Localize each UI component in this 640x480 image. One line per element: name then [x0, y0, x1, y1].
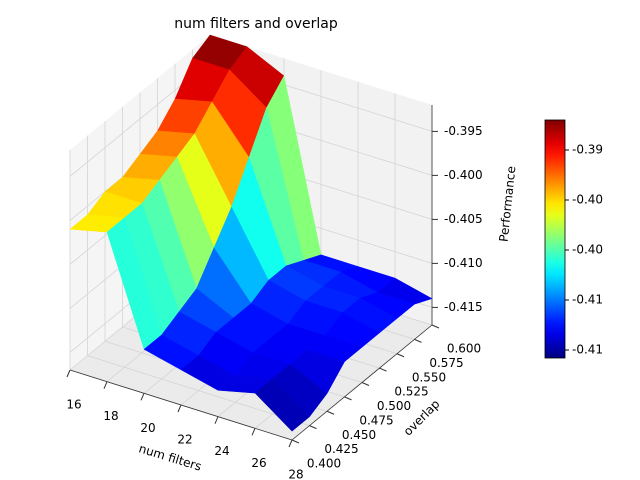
- y-tick: [361, 382, 370, 386]
- x-tick: [103, 381, 108, 389]
- x-tick: [66, 369, 71, 378]
- colorbar-tick-label: -0.41: [572, 293, 603, 307]
- y-tick-label: 0.425: [324, 442, 358, 456]
- z-tick-label: -0.415: [444, 300, 483, 314]
- y-axis-line: [291, 324, 433, 441]
- colorbar: [544, 119, 566, 359]
- y-tick: [414, 338, 422, 343]
- x-tick-label: 26: [251, 456, 266, 470]
- y-tick: [344, 396, 352, 401]
- x-tick-label: 18: [103, 409, 118, 423]
- y-grid-line: [87, 355, 310, 427]
- x-tick: [177, 404, 182, 413]
- z-tick-label: -0.405: [444, 212, 483, 226]
- z-axis-label: Performance: [497, 165, 519, 242]
- surface-patch: [254, 378, 310, 432]
- y-tick-label: 0.400: [307, 457, 341, 471]
- y-tick-label: 0.475: [359, 413, 393, 427]
- y-tick-label: 0.450: [342, 428, 376, 442]
- y-tick: [431, 324, 440, 329]
- z-tick-label: -0.395: [444, 124, 483, 138]
- z-tick-label: -0.410: [444, 256, 483, 270]
- y-tick: [379, 367, 387, 372]
- chart-title: num filters and overlap: [174, 16, 338, 32]
- x-tick: [288, 439, 293, 448]
- x-tick-label: 16: [66, 398, 81, 412]
- x-tick: [140, 393, 145, 401]
- y-tick-label: 0.500: [377, 399, 411, 413]
- x-tick: [214, 416, 219, 424]
- y-tick-label: 0.525: [394, 385, 428, 399]
- y-tick: [326, 410, 335, 415]
- x-tick: [251, 428, 256, 436]
- colorbar-tick-label: -0.40: [572, 193, 603, 207]
- colorbar-tick-label: -0.41: [572, 343, 603, 357]
- x-tick-label: 20: [140, 421, 155, 435]
- x-axis-line: [69, 369, 293, 441]
- y-tick: [309, 425, 317, 430]
- x-tick-label: 22: [177, 433, 192, 447]
- x-tick-label: 24: [214, 444, 229, 458]
- y-tick-label: 0.600: [447, 342, 481, 356]
- x-axis-label: num filters: [137, 441, 203, 473]
- y-tick: [396, 353, 405, 358]
- y-tick-label: 0.575: [429, 356, 463, 370]
- x-tick-label: 28: [288, 468, 303, 480]
- y-tick: [291, 439, 300, 444]
- z-tick-label: -0.400: [444, 168, 483, 182]
- colorbar-tick-label: -0.40: [572, 243, 603, 257]
- colorbar-tick-label: -0.39: [572, 143, 603, 157]
- y-tick-label: 0.550: [412, 370, 446, 384]
